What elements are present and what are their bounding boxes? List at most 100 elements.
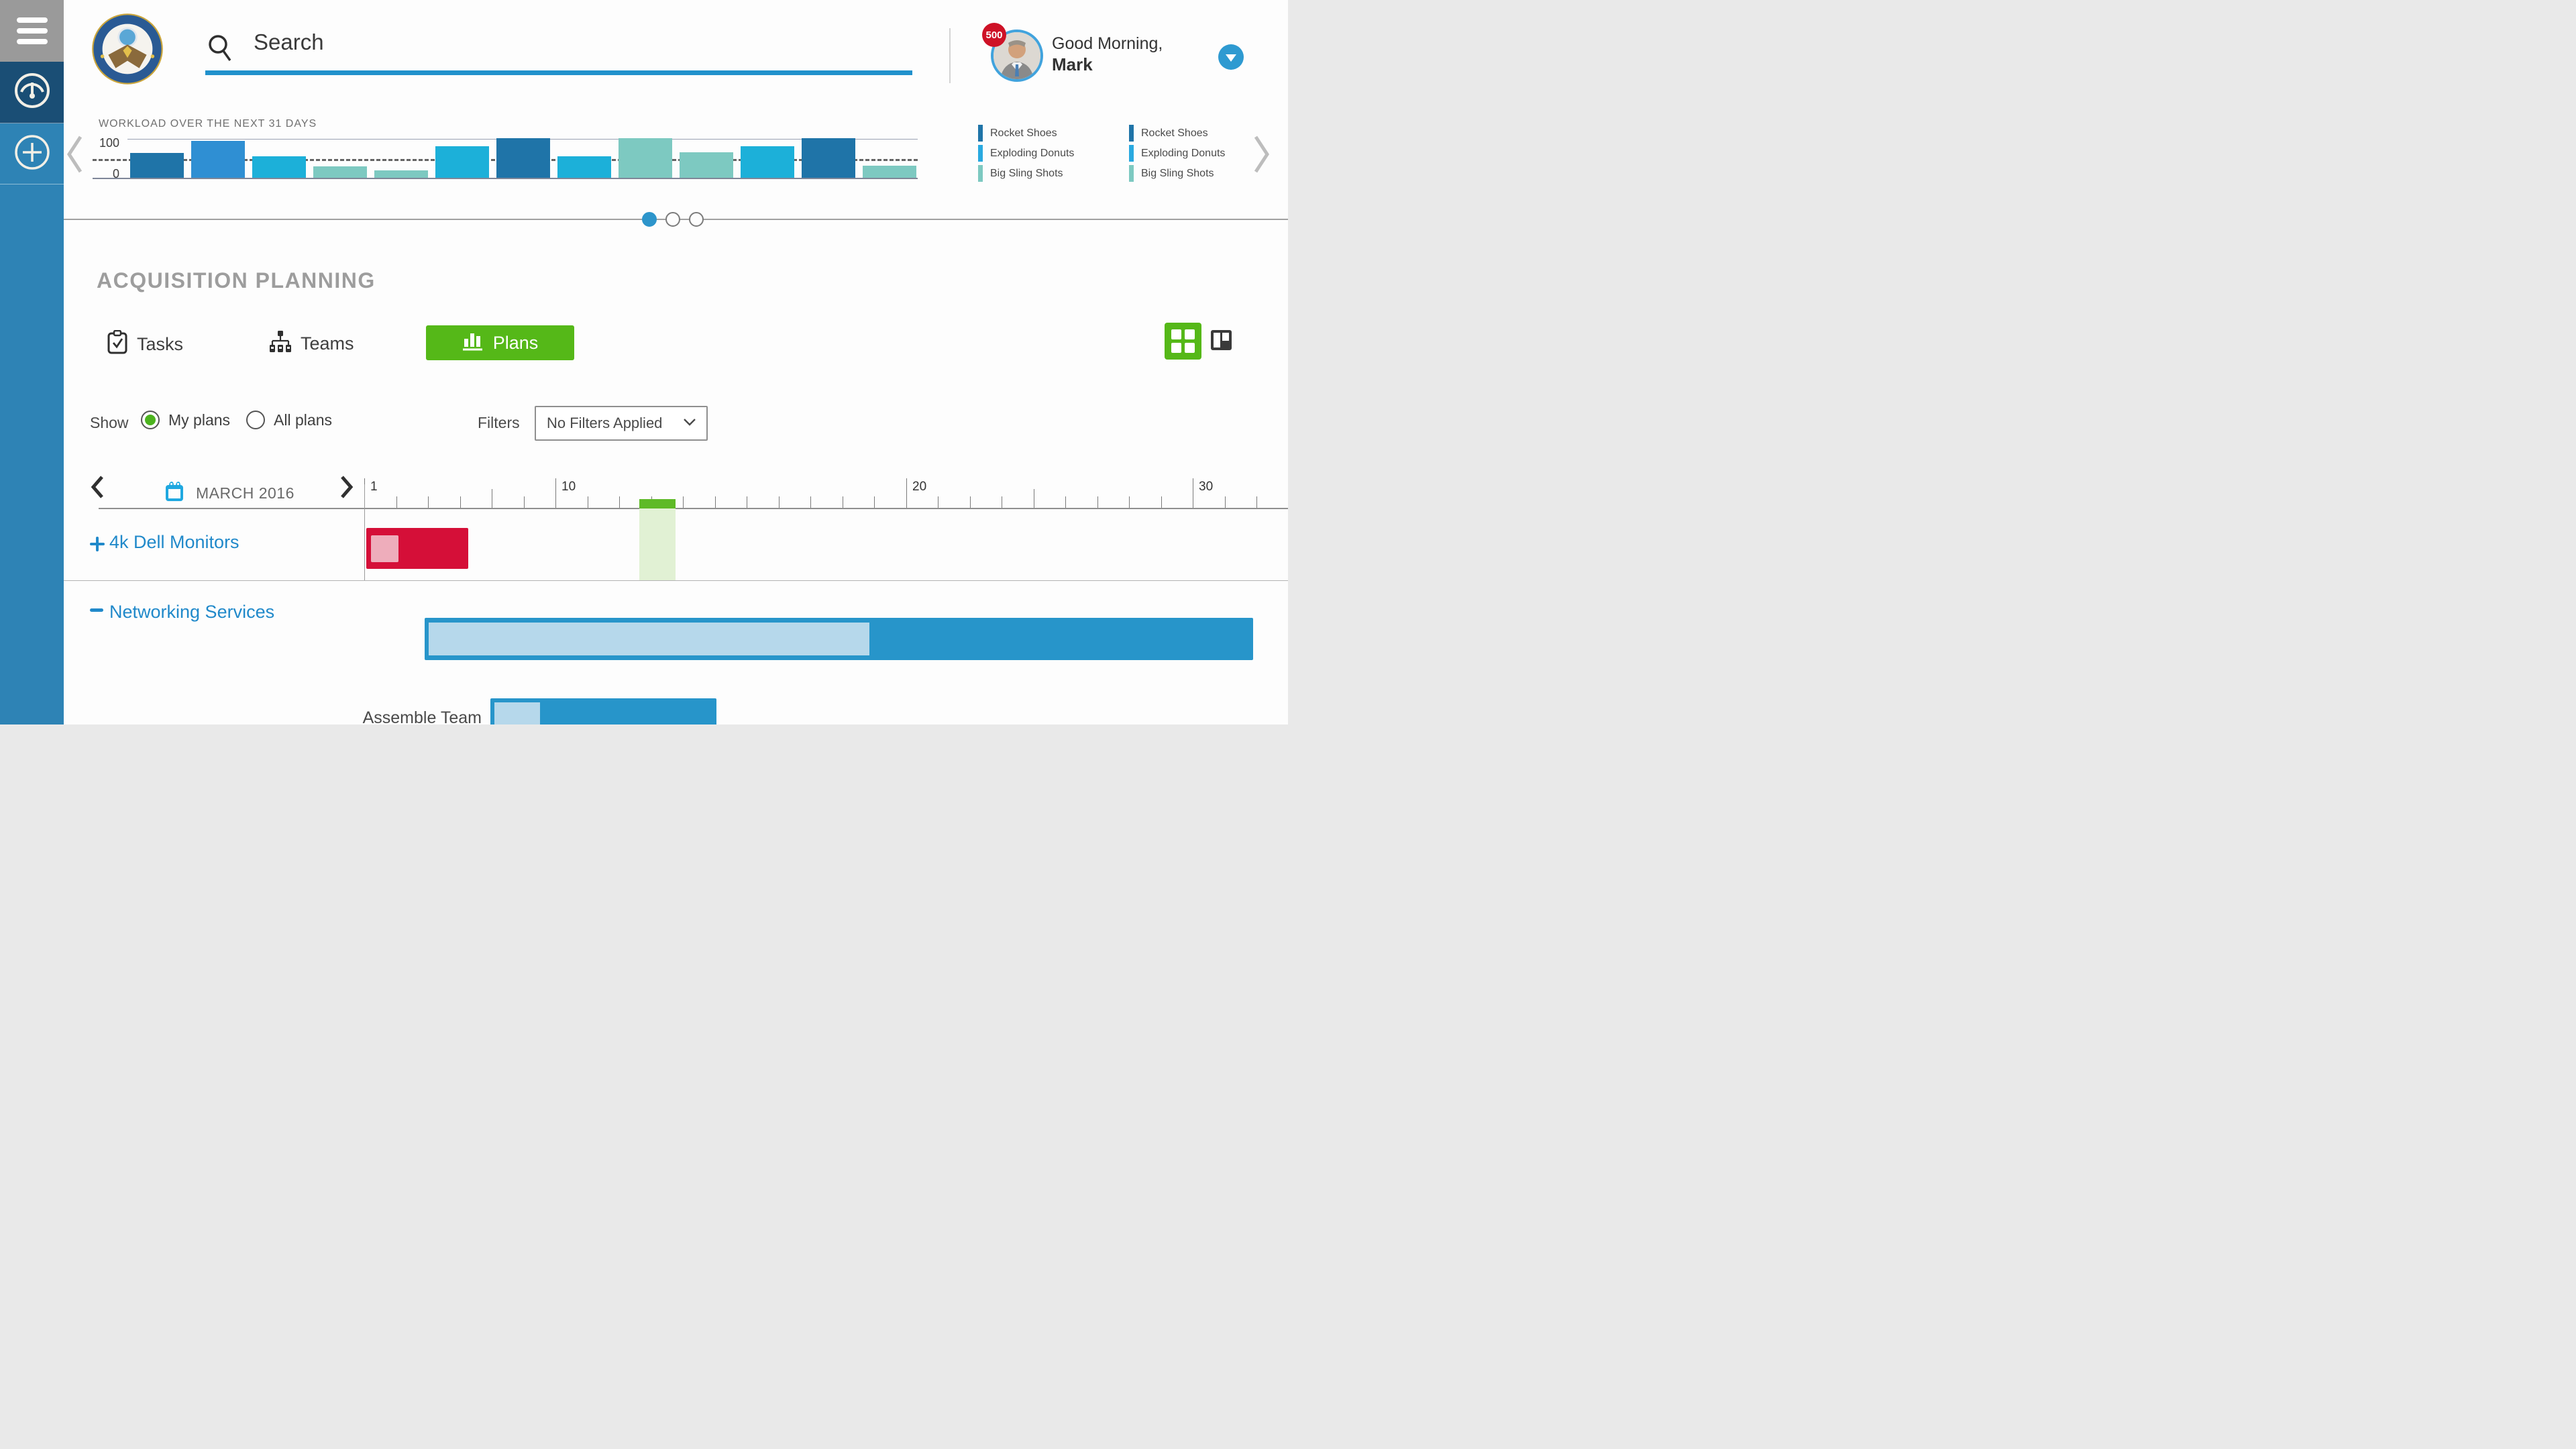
legend-color-chip — [978, 125, 983, 142]
plan-link-4k-dell-monitors[interactable]: 4k Dell Monitors — [109, 532, 239, 552]
timeline-day-label: 20 — [912, 480, 927, 494]
tab-plans-label: Plans — [492, 332, 539, 353]
timeline-tick — [779, 496, 780, 508]
today-marker — [639, 499, 676, 508]
header-separator — [949, 28, 951, 83]
sidebar-item-add-new[interactable] — [0, 123, 64, 184]
month-label: MARCH 2016 — [196, 484, 294, 502]
prev-month-button[interactable] — [90, 475, 105, 502]
greeting-line: Good Morning, — [1052, 34, 1163, 53]
legend-item: Exploding Donuts — [978, 145, 1074, 162]
page-title: ACQUISITION PLANNING — [97, 268, 376, 292]
timeline-tick — [1129, 496, 1130, 508]
calendar-icon — [164, 481, 184, 506]
filters-dropdown-value: No Filters Applied — [547, 415, 663, 431]
timeline-ruler[interactable]: 1 10 20 30 — [363, 478, 1288, 508]
legend-item: Rocket Shoes — [1129, 125, 1225, 142]
show-radio-group: My plans All plans — [141, 411, 332, 429]
gantt-bar-progress — [429, 623, 869, 655]
carousel-next-button[interactable] — [1253, 134, 1271, 178]
radio-selected-dot — [145, 415, 156, 425]
greeting-name: Mark — [1052, 54, 1093, 74]
next-month-button[interactable] — [339, 475, 354, 502]
carousel-dots — [642, 212, 704, 227]
timeline-tick — [524, 496, 525, 508]
search-underline — [205, 70, 912, 75]
workload-baseline — [93, 178, 918, 179]
timeline-tick — [1065, 496, 1066, 508]
legend-item: Exploding Donuts — [1129, 145, 1225, 162]
radio-circle — [246, 411, 266, 429]
legend-label: Exploding Donuts — [990, 147, 1075, 159]
department-seal-logo — [91, 12, 164, 86]
hamburger-icon — [16, 17, 48, 23]
timeline-baseline — [99, 508, 1288, 509]
bar-chart-icon — [462, 331, 484, 356]
clipboard-check-icon — [107, 329, 127, 359]
workload-bar — [619, 138, 672, 178]
gantt-bar-networking-services[interactable] — [425, 618, 1253, 660]
filters-label: Filters — [478, 414, 520, 431]
tab-tasks[interactable]: Tasks — [107, 329, 183, 359]
search-icon — [205, 32, 235, 68]
workload-bar — [680, 152, 733, 178]
gantt-bar-progress — [494, 702, 540, 724]
carousel-dot-1[interactable] — [642, 212, 657, 227]
radio-label: All plans — [274, 411, 332, 429]
filters-dropdown[interactable]: No Filters Applied — [535, 406, 708, 441]
org-chart-icon — [270, 330, 291, 358]
user-menu-button[interactable] — [1218, 44, 1244, 70]
workload-bar — [313, 166, 367, 178]
chevron-down-icon — [1226, 54, 1236, 62]
legend-color-chip — [1129, 145, 1134, 162]
gauge-icon — [13, 72, 51, 113]
legend-label: Rocket Shoes — [990, 127, 1057, 139]
workload-bar — [863, 166, 916, 178]
radio-label: My plans — [168, 411, 231, 429]
sidebar-item-dashboard[interactable] — [0, 62, 64, 123]
workload-bar — [374, 170, 428, 178]
workload-bar — [557, 156, 611, 178]
legend-label: Rocket Shoes — [1141, 127, 1208, 139]
radio-circle — [141, 411, 160, 429]
app-screen: Search 500 Good Morning, Mark WORKLOAD O… — [0, 0, 1288, 724]
board-view-icon — [1214, 333, 1220, 347]
board-view-toggle[interactable] — [1211, 330, 1232, 350]
expand-plus-icon[interactable] — [90, 537, 105, 551]
carousel-dot-3[interactable] — [689, 212, 704, 227]
gantt-bar-assemble-team[interactable] — [490, 698, 716, 724]
timeline-tick — [970, 496, 971, 508]
collapse-minus-icon[interactable] — [90, 608, 103, 612]
plan-link-networking-services[interactable]: Networking Services — [109, 602, 275, 622]
timeline-tick — [460, 496, 461, 508]
timeline-tick — [1161, 496, 1162, 508]
workload-bar — [130, 153, 184, 178]
timeline-tick — [683, 496, 684, 508]
carousel-prev-button[interactable] — [66, 134, 83, 178]
legend-color-chip — [1129, 165, 1134, 182]
workload-bar — [191, 141, 245, 178]
chevron-down-icon — [684, 417, 696, 429]
radio-my-plans[interactable]: My plans — [141, 411, 230, 429]
search-input[interactable]: Search — [254, 30, 324, 54]
workload-legend-2: Rocket Shoes Exploding Donuts Big Sling Sh… — [1129, 125, 1225, 185]
tab-plans-active[interactable]: Plans — [426, 325, 574, 360]
gantt-bar-4k-dell-monitors[interactable] — [366, 528, 468, 569]
timeline-tick — [1256, 496, 1257, 508]
tab-teams[interactable]: Teams — [270, 330, 354, 358]
menu-button[interactable] — [0, 0, 64, 62]
timeline-day-label: 10 — [561, 480, 576, 494]
sidebar — [0, 0, 64, 724]
radio-all-plans[interactable]: All plans — [246, 411, 332, 429]
grid-view-icon — [1171, 329, 1195, 353]
workload-bar — [435, 146, 489, 178]
timeline-tick — [428, 496, 429, 508]
grid-view-toggle[interactable] — [1165, 323, 1201, 360]
workload-y-min: 0 — [113, 167, 120, 180]
carousel-dot-2[interactable] — [665, 212, 680, 227]
timeline-tick — [1097, 496, 1098, 508]
legend-color-chip — [978, 145, 983, 162]
legend-label: Big Sling Shots — [990, 167, 1063, 179]
notification-badge[interactable]: 500 — [982, 23, 1006, 47]
timeline-tick — [619, 496, 620, 508]
